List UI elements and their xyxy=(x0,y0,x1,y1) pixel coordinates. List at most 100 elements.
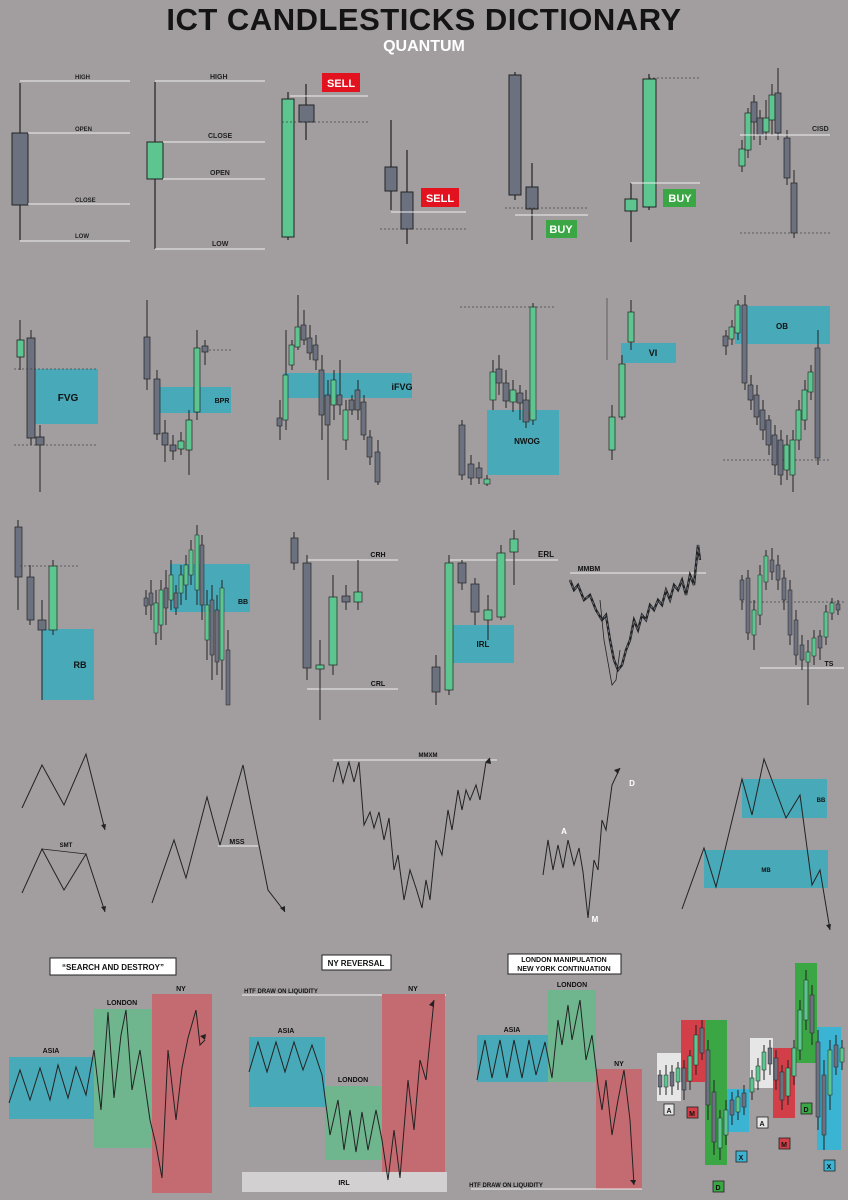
london-label: LONDON xyxy=(338,1077,368,1084)
label-low: LOW xyxy=(75,234,89,240)
amd-path-diagram: A M D xyxy=(542,767,635,924)
amd-tag-x: X xyxy=(739,1155,744,1162)
label-open: OPEN xyxy=(75,127,92,133)
buy-badge xyxy=(546,220,577,238)
amd-tag-box xyxy=(778,1137,791,1150)
arrow-down-icon xyxy=(280,906,285,912)
bb-candles-diagram: BB xyxy=(143,525,250,706)
arrow-down-icon xyxy=(826,924,831,930)
crl-label: CRL xyxy=(371,681,386,688)
buy-bullish-diagram: BUY xyxy=(624,74,700,242)
crh-candles xyxy=(290,532,363,720)
bearish-candle xyxy=(508,74,522,196)
buy-bearish-diagram: BUY xyxy=(505,72,588,240)
london-label: LONDON xyxy=(107,1000,137,1007)
cisd-label: CISD xyxy=(812,126,829,133)
mmxm-price-path xyxy=(332,757,491,909)
buy-label: BUY xyxy=(668,193,692,205)
erl-candles xyxy=(431,530,519,705)
asia-session-box xyxy=(9,1057,94,1119)
search-destroy-price-path xyxy=(8,1009,206,1179)
mss-price-path xyxy=(151,764,286,913)
rb-label: RB xyxy=(74,660,87,670)
amd-tag-d: D xyxy=(803,1107,808,1114)
ny-session-box xyxy=(596,1069,642,1189)
bpr-candles xyxy=(143,300,209,475)
bullish-candle xyxy=(146,141,164,180)
title-box xyxy=(321,954,392,971)
ny-reversal-title: NY REVERSAL xyxy=(328,959,385,968)
amd-tag-d: D xyxy=(715,1185,720,1192)
bearish-candle xyxy=(11,132,29,206)
ob-diagram: OB xyxy=(722,295,830,492)
london-label: LONDON xyxy=(557,982,587,989)
ohlc-bearish-diagram: HIGH OPEN CLOSE LOW xyxy=(11,75,130,242)
bb-zone xyxy=(742,779,827,818)
ny-label: NY xyxy=(614,1061,624,1068)
ny-reversal-diagram: NY REVERSAL HTF DRAW ON LIQUIDITY IRL AS… xyxy=(242,954,447,1192)
sell-swing-high-diagram: SELL xyxy=(281,73,368,240)
bb-label: BB xyxy=(238,599,248,606)
bearish-candle xyxy=(298,104,315,123)
london-manip-price-path xyxy=(476,999,635,1186)
bullish-candle xyxy=(281,98,295,238)
bb-mb-price-path xyxy=(681,757,831,931)
crh-label: CRH xyxy=(370,552,385,559)
arrow-down-icon xyxy=(630,1180,636,1185)
arrow-up-icon xyxy=(614,768,620,774)
ny-session-box xyxy=(382,994,445,1181)
title-box xyxy=(49,957,177,976)
title-box xyxy=(507,953,622,975)
irl-bar xyxy=(242,1172,447,1192)
ts-label: TS xyxy=(825,661,834,668)
amd-tag-box xyxy=(712,1180,725,1193)
fvg-zone xyxy=(31,369,98,424)
fvg-diagram: FVG xyxy=(14,320,98,492)
label-low: LOW xyxy=(212,241,229,248)
mmbm-candle-bodies xyxy=(569,544,701,671)
label-close: CLOSE xyxy=(208,133,232,140)
ts-candles xyxy=(739,548,841,705)
irl-label: IRL xyxy=(338,1180,350,1187)
ob-zone xyxy=(735,306,830,344)
arrow-down-icon xyxy=(200,1034,206,1040)
irl-label: IRL xyxy=(477,640,490,649)
amd-label-a: A xyxy=(561,827,567,836)
bearish-candle xyxy=(400,191,414,230)
amd-tag-m: M xyxy=(689,1111,695,1118)
asia-session-box xyxy=(249,1037,325,1107)
crh-crl-diagram: CRH CRL xyxy=(290,532,398,720)
rb-zone xyxy=(42,629,94,700)
htf-label: HTF DRAW ON LIQUIDITY xyxy=(244,989,318,995)
erl-irl-diagram: ERL IRL xyxy=(431,530,558,705)
nwog-diagram: NWOG xyxy=(458,303,559,486)
asia-label: ASIA xyxy=(504,1027,521,1034)
vi-zone xyxy=(621,343,676,363)
mmbm-price-path xyxy=(568,544,702,673)
asia-session-box xyxy=(477,1035,548,1082)
ny-reversal-price-path xyxy=(248,999,435,1181)
london-session-box xyxy=(94,1009,152,1148)
bpr-diagram: BPR xyxy=(143,300,233,475)
sell-badge xyxy=(421,188,459,207)
asia-label: ASIA xyxy=(43,1048,60,1055)
smt-bottom-path xyxy=(21,847,106,913)
amd-tag-m: M xyxy=(781,1142,787,1149)
bullish-candle xyxy=(624,198,638,212)
bearish-candle xyxy=(384,166,398,192)
buy-label: BUY xyxy=(549,224,573,236)
page-subtitle: QUANTUM xyxy=(383,38,465,55)
arrow-down-icon xyxy=(101,906,106,912)
ifvg-zone xyxy=(283,373,412,398)
london-manipulation-diagram: LONDON MANIPULATION NEW YORK CONTINUATIO… xyxy=(469,953,642,1190)
mss-label: MSS xyxy=(229,839,245,846)
amd-tag-box xyxy=(823,1159,836,1172)
amd-cycle-diagram: A M D X A M D X xyxy=(657,963,845,1193)
label-high: HIGH xyxy=(210,74,228,81)
amd-tag-box xyxy=(686,1106,699,1119)
ifvg-diagram: iFVG xyxy=(276,295,413,485)
bb-mb-diagram: BB MB xyxy=(681,757,831,931)
mmbm-wick-path xyxy=(599,599,621,686)
ny-label: NY xyxy=(176,986,186,993)
